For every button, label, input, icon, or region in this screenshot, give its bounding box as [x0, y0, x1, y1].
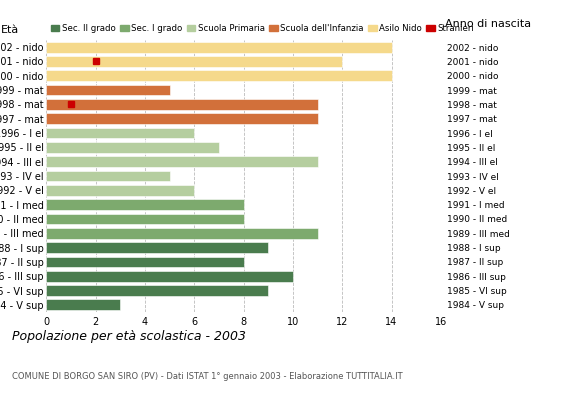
- Bar: [46, 228, 318, 239]
- Bar: [46, 156, 318, 167]
- Bar: [46, 271, 293, 282]
- Bar: [46, 56, 342, 67]
- Bar: [46, 128, 194, 138]
- Bar: [46, 285, 268, 296]
- Bar: [46, 242, 268, 253]
- Bar: [46, 185, 194, 196]
- Bar: [46, 142, 219, 153]
- Bar: [46, 171, 169, 181]
- Bar: [46, 42, 392, 52]
- Bar: [46, 70, 392, 81]
- Legend: Sec. II grado, Sec. I grado, Scuola Primaria, Scuola dell'Infanzia, Asilo Nido, : Sec. II grado, Sec. I grado, Scuola Prim…: [50, 24, 474, 33]
- Bar: [46, 85, 169, 96]
- Bar: [46, 99, 318, 110]
- Y-axis label: Età: Età: [1, 24, 19, 34]
- Bar: [46, 199, 244, 210]
- Text: COMUNE DI BORGO SAN SIRO (PV) - Dati ISTAT 1° gennaio 2003 - Elaborazione TUTTIT: COMUNE DI BORGO SAN SIRO (PV) - Dati IST…: [12, 372, 402, 381]
- Bar: [46, 113, 318, 124]
- Text: Popolazione per età scolastica - 2003: Popolazione per età scolastica - 2003: [12, 330, 245, 343]
- Y-axis label: Anno di nascita: Anno di nascita: [444, 19, 531, 29]
- Bar: [46, 300, 121, 310]
- Bar: [46, 256, 244, 267]
- Bar: [46, 214, 244, 224]
